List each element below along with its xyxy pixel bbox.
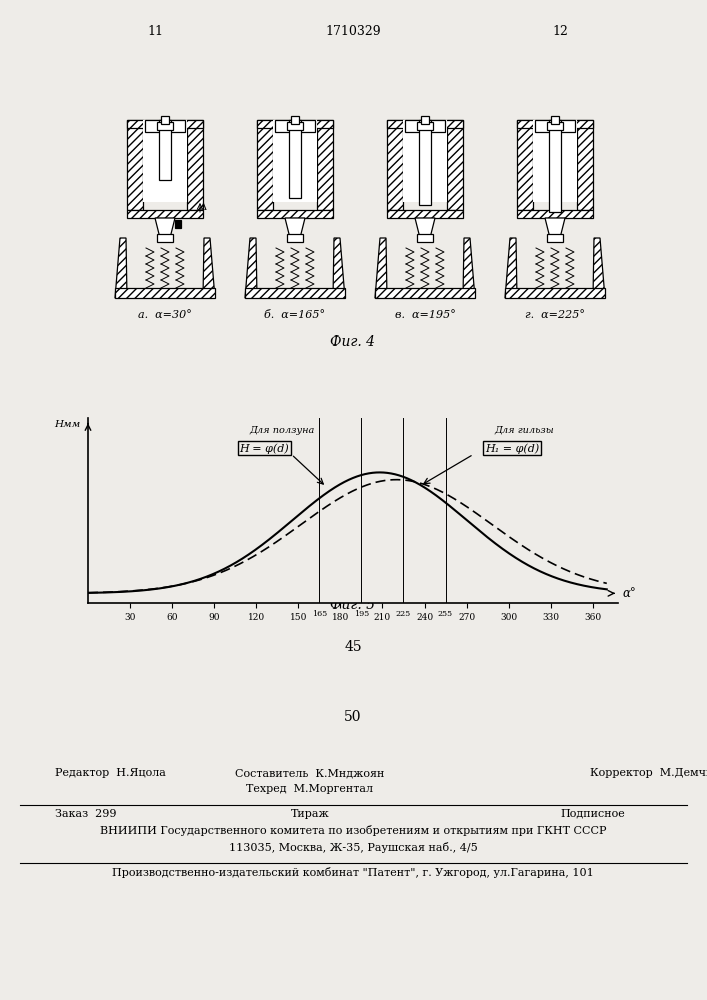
Polygon shape	[333, 238, 345, 298]
Text: ВНИИПИ Государственного комитета по изобретениям и открытиям при ГКНТ СССР: ВНИИПИ Государственного комитета по изоб…	[100, 825, 606, 836]
Polygon shape	[545, 218, 565, 238]
Bar	[317, 120, 333, 210]
Bar	[145, 120, 185, 132]
Text: 50: 50	[344, 710, 362, 724]
Polygon shape	[463, 238, 475, 298]
Text: 225: 225	[396, 610, 411, 618]
Text: Подписное: Подписное	[560, 809, 625, 819]
Text: 45: 45	[344, 640, 362, 654]
Bar	[403, 120, 447, 202]
Text: a.  α=30°: a. α=30°	[138, 310, 192, 320]
Text: Фиг. 5: Фиг. 5	[330, 598, 375, 612]
Polygon shape	[593, 238, 605, 298]
Bar	[115, 288, 215, 298]
Bar	[287, 234, 303, 242]
Bar	[547, 234, 563, 242]
Bar	[535, 120, 575, 132]
Polygon shape	[415, 218, 435, 238]
Text: Техред  М.Моргентал: Техред М.Моргентал	[247, 784, 373, 794]
Bar	[387, 120, 403, 210]
Bar	[245, 288, 345, 298]
Bar	[551, 116, 559, 124]
Text: 255: 255	[438, 610, 453, 618]
Text: 1710329: 1710329	[325, 25, 381, 38]
Bar	[161, 116, 169, 124]
Polygon shape	[505, 238, 517, 298]
Bar	[517, 210, 593, 218]
Bar	[127, 120, 143, 210]
Text: 113035, Москва, Ж-35, Раушская наб., 4/5: 113035, Москва, Ж-35, Раушская наб., 4/5	[228, 842, 477, 853]
Text: α°: α°	[622, 587, 636, 600]
Bar	[157, 234, 173, 242]
Bar	[577, 120, 593, 210]
Text: Для гильзы: Для гильзы	[495, 426, 554, 435]
Bar	[289, 120, 301, 198]
Bar	[175, 220, 181, 228]
Bar	[505, 288, 605, 298]
Bar	[417, 234, 433, 242]
Polygon shape	[115, 238, 127, 298]
Text: Заказ  299: Заказ 299	[55, 809, 117, 819]
Bar	[273, 120, 317, 202]
Bar	[291, 116, 299, 124]
Bar	[517, 120, 533, 210]
Bar	[549, 120, 561, 212]
Text: Δ: Δ	[200, 203, 207, 212]
Text: Фиг. 4: Фиг. 4	[330, 335, 375, 349]
Text: Тираж: Тираж	[291, 809, 329, 819]
Bar	[387, 120, 463, 128]
Bar	[419, 120, 431, 205]
Text: H₁ = φ(d): H₁ = φ(d)	[485, 443, 539, 454]
Bar	[275, 120, 315, 132]
Bar	[547, 122, 563, 130]
Polygon shape	[375, 238, 387, 298]
Bar	[257, 120, 333, 128]
Text: Hмм: Hмм	[54, 420, 80, 429]
Bar	[157, 122, 173, 130]
Polygon shape	[203, 238, 215, 298]
Bar	[417, 122, 433, 130]
Bar	[375, 288, 475, 298]
Polygon shape	[285, 218, 305, 238]
Bar	[257, 120, 273, 210]
Bar	[257, 210, 333, 218]
Bar	[127, 120, 203, 128]
Text: Для ползуна: Для ползуна	[250, 426, 315, 435]
Bar	[143, 120, 187, 202]
Text: 195: 195	[354, 610, 369, 618]
Bar	[387, 210, 463, 218]
Text: 12: 12	[552, 25, 568, 38]
Polygon shape	[245, 238, 257, 298]
Text: Редактор  Н.Яцола: Редактор Н.Яцола	[55, 768, 166, 778]
Polygon shape	[155, 218, 175, 238]
Text: Производственно-издательский комбинат "Патент", г. Ужгород, ул.Гагарина, 101: Производственно-издательский комбинат "П…	[112, 867, 594, 878]
Bar	[159, 120, 171, 180]
Text: Корректор  М.Демчик: Корректор М.Демчик	[590, 768, 707, 778]
Bar	[405, 120, 445, 132]
Text: Составитель  К.Мнджоян: Составитель К.Мнджоян	[235, 768, 385, 778]
Bar	[187, 120, 203, 210]
Text: в.  α=195°: в. α=195°	[395, 310, 455, 320]
Bar	[533, 120, 577, 202]
Text: г.  α=225°: г. α=225°	[525, 310, 585, 320]
Bar	[127, 210, 203, 218]
Text: б.  α=165°: б. α=165°	[264, 310, 325, 320]
Text: 165: 165	[312, 610, 327, 618]
Bar	[421, 116, 429, 124]
Text: H = φ(d): H = φ(d)	[240, 443, 289, 454]
Bar	[447, 120, 463, 210]
Bar	[287, 122, 303, 130]
Text: 11: 11	[147, 25, 163, 38]
Bar	[517, 120, 593, 128]
